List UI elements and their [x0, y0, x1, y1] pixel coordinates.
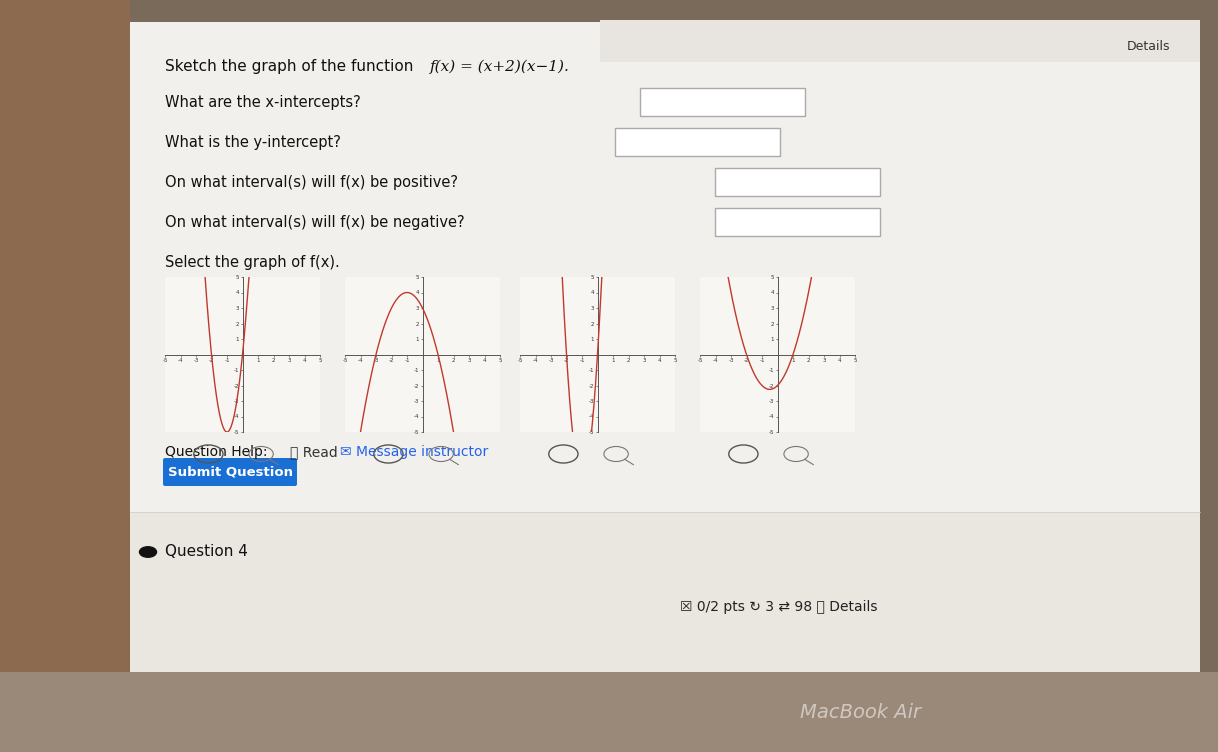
FancyBboxPatch shape	[163, 458, 297, 486]
Text: Question Help:: Question Help:	[164, 445, 268, 459]
Text: On what interval(s) will f(x) be negative?: On what interval(s) will f(x) be negativ…	[164, 214, 464, 229]
Text: What is the y-intercept?: What is the y-intercept?	[164, 135, 341, 150]
Text: MacBook Air: MacBook Air	[799, 702, 921, 721]
FancyBboxPatch shape	[715, 168, 879, 196]
Text: ✉ Message instructor: ✉ Message instructor	[340, 445, 488, 459]
FancyBboxPatch shape	[639, 88, 805, 116]
Text: Details: Details	[1127, 41, 1170, 53]
FancyBboxPatch shape	[715, 208, 879, 236]
Text: ☒ 0/2 pts ↻ 3 ⇄ 98 ⓘ Details: ☒ 0/2 pts ↻ 3 ⇄ 98 ⓘ Details	[680, 600, 877, 614]
FancyBboxPatch shape	[0, 0, 130, 752]
Text: Question 4: Question 4	[164, 544, 248, 559]
FancyBboxPatch shape	[600, 20, 1200, 62]
Text: Sketch the graph of the function: Sketch the graph of the function	[164, 59, 418, 74]
Text: f(x) = (x+2)(x−1).: f(x) = (x+2)(x−1).	[430, 60, 570, 74]
FancyBboxPatch shape	[0, 672, 1218, 752]
Text: Submit Question: Submit Question	[168, 465, 292, 478]
FancyBboxPatch shape	[130, 512, 1200, 722]
Text: On what interval(s) will f(x) be positive?: On what interval(s) will f(x) be positiv…	[164, 174, 458, 190]
Text: 🖹 Read: 🖹 Read	[290, 445, 337, 459]
Text: What are the x-intercepts?: What are the x-intercepts?	[164, 95, 361, 110]
FancyBboxPatch shape	[130, 22, 1200, 722]
FancyBboxPatch shape	[615, 128, 780, 156]
Text: Select the graph of f(x).: Select the graph of f(x).	[164, 254, 340, 269]
